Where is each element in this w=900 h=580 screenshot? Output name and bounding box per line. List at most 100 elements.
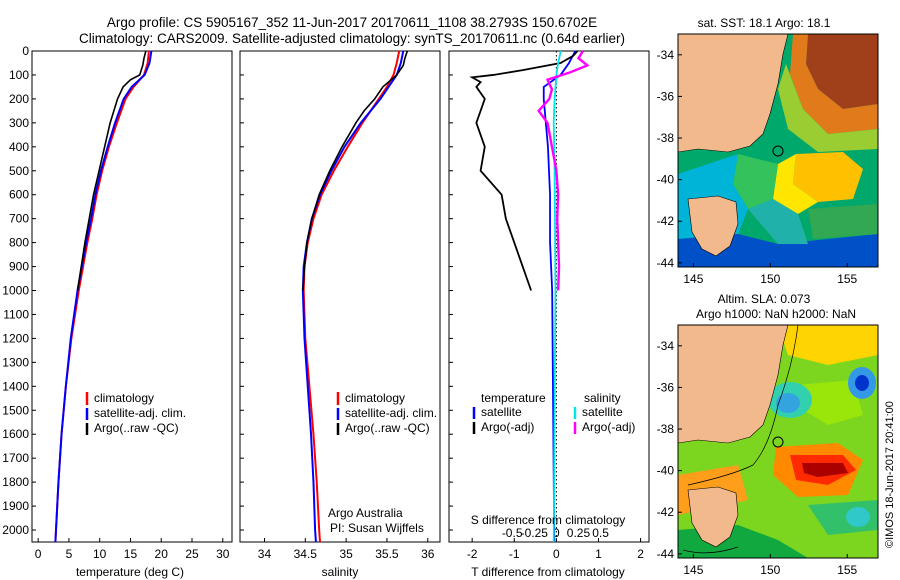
annotation-pi: PI: Susan Wijffels [330, 521, 424, 535]
sst-map-image [678, 34, 878, 267]
y-tick-label: 900 [9, 260, 29, 274]
annotation-argo-australia: Argo Australia [328, 506, 403, 520]
map-x-tick-label: 145 [683, 272, 703, 286]
x-tick-label: 0 [35, 547, 42, 561]
s-tick-label: 0.25 [567, 526, 591, 540]
map-y-tick-label: -36 [657, 380, 675, 394]
legend-label-satellite: satellite-adj. clim. [345, 406, 437, 420]
map-x-tick-label: 155 [837, 563, 857, 577]
y-tick-label: 500 [9, 164, 29, 178]
map-y-tick-label: -38 [657, 422, 675, 436]
x-tick-label: 2 [637, 547, 644, 561]
x-tick-label: 34 [258, 547, 272, 561]
temperature-y-axis: 0 100 200 300 400 500 600 700 800 900 1000 1100 1200… [2, 44, 36, 537]
y-tick-label: 1500 [2, 403, 29, 417]
imos-credit: ©IMOS 18-Jun-2017 20:41:00 [884, 401, 896, 548]
x-tick-label: 20 [155, 547, 169, 561]
difference-x-axis: -2 -1 0 1 2 [449, 50, 644, 561]
x-tick-label: 10 [93, 547, 107, 561]
salinity-series [301, 50, 409, 543]
s-difference-label: S difference from climatology [471, 513, 626, 527]
y-tick-label: 1400 [2, 379, 29, 393]
series-line-satelliteadjclim [54, 50, 153, 543]
x-tick-label: 35 [339, 547, 353, 561]
y-tick-label: 1800 [2, 475, 29, 489]
map-y-tick-label: -38 [657, 131, 675, 145]
map-y-tick-label: -42 [657, 214, 675, 228]
y-tick-label: 700 [9, 212, 29, 226]
series-line-salinityargoadj [537, 50, 590, 291]
legend-label-argo: Argo(..raw -QC) [345, 421, 430, 435]
x-tick-label: 0 [553, 547, 560, 561]
x-tick-label: 15 [124, 547, 138, 561]
difference-legend: temperature salinity satellite Argo(-adj… [472, 391, 635, 434]
difference-series [469, 50, 590, 543]
y-tick-label: 400 [9, 140, 29, 154]
sla-map-image [678, 325, 878, 558]
y-tick-label: 1900 [2, 499, 29, 513]
legend-label-salinity-satellite: satellite [582, 405, 623, 419]
series-line-climatology [302, 50, 401, 543]
sst-map-axes: 145 150 155 -34 -36 -38 -40 -42 -44 [657, 48, 858, 286]
legend-label-temperature-satellite: satellite [481, 405, 522, 419]
x-tick-label: -1 [509, 547, 520, 561]
x-tick-label: -2 [467, 547, 478, 561]
sst-map: sat. SST: 18.1 Argo: 18.1 145 150 155-34-3 [657, 16, 879, 286]
x-tick-label: 5 [66, 547, 73, 561]
y-tick-label: 1300 [2, 355, 29, 369]
map-x-tick-label: 150 [760, 563, 780, 577]
map-y-tick-label: -42 [657, 505, 675, 519]
sla-map-title-1: Altim. SLA: 0.073 [718, 292, 811, 306]
x-tick-label: 36 [421, 547, 435, 561]
sst-map-frame [677, 33, 879, 268]
temperature-x-axis: 0 5 10 15 20 25 30 [35, 538, 230, 561]
series-line-temperatureargoadj [469, 50, 579, 291]
y-tick-label: 1600 [2, 427, 29, 441]
s-tick-label: -0.5 [502, 526, 523, 540]
map-y-tick-label: -44 [657, 256, 675, 270]
x-tick-label: 35.5 [375, 547, 399, 561]
salinity-panel: 34 34.5 35 35.5 36 salinity climatology sate… [239, 50, 441, 579]
header-line-2: Climatology: CARS2009. Satellite-adjuste… [79, 31, 625, 46]
map-x-tick-label: 145 [683, 563, 703, 577]
map-y-tick-label: -44 [657, 547, 675, 561]
x-tick-label: 1 [595, 547, 602, 561]
x-tick-label: 30 [216, 547, 230, 561]
salinity-legend: climatology satellite-adj. clim. Argo(..… [336, 391, 437, 435]
salinity-frame [239, 50, 441, 543]
map-y-tick-label: -40 [657, 464, 675, 478]
y-tick-label: 100 [9, 68, 29, 82]
y-tick-label: 600 [9, 188, 29, 202]
legend-title-salinity: salinity [584, 391, 621, 405]
y-tick-label: 1000 [2, 284, 29, 298]
map-y-tick-label: -36 [657, 89, 675, 103]
temperature-xlabel: temperature (deg C) [76, 565, 184, 579]
y-tick-label: 0 [22, 44, 29, 58]
map-x-tick-label: 155 [837, 272, 857, 286]
t-difference-label: T difference from climatology [471, 565, 625, 579]
map-y-tick-label: -34 [657, 48, 675, 62]
series-line-argorawqc [302, 50, 409, 291]
series-line-argorawqc [76, 50, 147, 291]
temperature-frame [31, 50, 233, 543]
y-tick-label: 200 [9, 92, 29, 106]
x-tick-label: 34.5 [294, 547, 318, 561]
sla-map: Altim. SLA: 0.073 Argo h1000: NaN h2000:… [657, 292, 879, 577]
legend-label-salinity-argo: Argo(-adj) [582, 420, 635, 434]
y-tick-label: 300 [9, 116, 29, 130]
legend-label-satellite: satellite-adj. clim. [94, 406, 186, 420]
y-tick-label: 2000 [2, 523, 29, 537]
salinity-xlabel: salinity [322, 565, 359, 579]
sst-map-title: sat. SST: 18.1 Argo: 18.1 [698, 16, 831, 30]
sla-map-axes: 145 150 155 -34 -36 -38 -40 -42 -44 [657, 339, 858, 577]
y-tick-label: 1700 [2, 451, 29, 465]
legend-label-climatology: climatology [345, 391, 405, 405]
series-line-salinitysatellite [552, 50, 562, 543]
legend-label-temperature-argo: Argo(-adj) [481, 420, 534, 434]
legend-title-temperature: temperature [481, 391, 546, 405]
legend-label-climatology: climatology [94, 391, 154, 405]
temperature-series [54, 50, 153, 543]
temperature-legend: climatology satellite-adj. clim. Argo(..… [85, 391, 186, 435]
header-line-1: Argo profile: CS 5905167_352 11-Jun-2017… [107, 15, 597, 30]
